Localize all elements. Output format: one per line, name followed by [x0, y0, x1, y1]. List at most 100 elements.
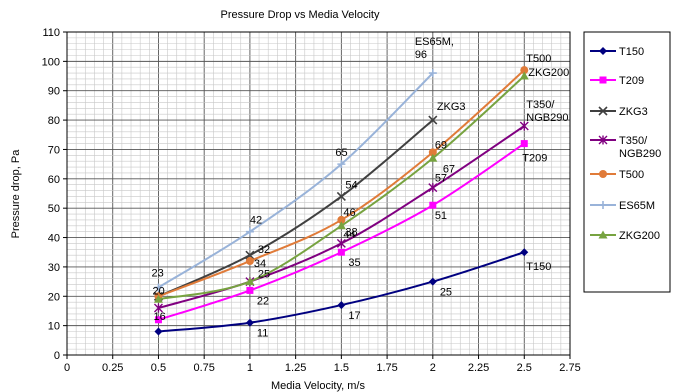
data-label: 11 — [257, 328, 268, 340]
data-label: ZKG3 — [437, 101, 466, 113]
data-point — [598, 230, 608, 239]
legend-label: ES65M — [619, 200, 655, 212]
data-point — [245, 318, 254, 327]
data-point — [520, 66, 529, 75]
data-label: 34 — [254, 258, 266, 270]
data-point — [598, 135, 608, 145]
series-lines — [153, 66, 529, 336]
data-point — [599, 170, 607, 178]
data-labels: 11 17 25 T150 22 35 51 T209 20 34 54 ZKG3 16 38 57 T350… — [151, 36, 569, 340]
data-label: 22 — [257, 295, 269, 307]
data-point — [336, 191, 346, 202]
chart-title: Pressure Drop vs Media Velocity — [221, 9, 380, 21]
data-label: 51 — [435, 210, 447, 222]
data-label: 69 — [435, 139, 447, 151]
data-point — [245, 250, 255, 260]
data-point — [153, 303, 163, 313]
data-label: 65 — [335, 147, 347, 159]
y-tick-label: 20 — [48, 291, 60, 303]
x-tick-label: 2 — [430, 362, 436, 374]
y-tick-label: 70 — [48, 144, 60, 156]
data-label: ES65M, 96 — [415, 36, 454, 61]
data-point — [337, 301, 346, 310]
data-point — [428, 148, 437, 157]
x-axis-title: Media Velocity, m/s — [271, 380, 365, 392]
y-tick-label: 50 — [48, 203, 60, 215]
plot-area-border — [66, 31, 571, 356]
data-point — [245, 277, 255, 286]
data-label: 44 — [343, 229, 355, 241]
data-point — [519, 71, 529, 80]
series-line-es65m — [157, 72, 434, 289]
data-label: 16 — [153, 311, 165, 323]
data-point — [337, 160, 346, 169]
data-point — [428, 277, 437, 286]
legend-label: ZKG200 — [619, 230, 660, 242]
data-label: 25 — [258, 269, 270, 281]
x-tick-label: 1.75 — [376, 362, 397, 374]
data-point — [245, 227, 254, 236]
data-point — [428, 153, 438, 162]
data-point — [429, 201, 437, 209]
data-label: 57 — [435, 173, 447, 185]
legend-label: T500 — [619, 169, 644, 181]
x-tick-label: 2.25 — [468, 362, 489, 374]
x-tick-label: 0.5 — [151, 362, 166, 374]
x-tick-label: 1 — [247, 362, 253, 374]
data-label: 20 — [152, 285, 164, 297]
data-point — [153, 294, 163, 303]
data-point — [428, 69, 437, 78]
legend: T150 T209 ZKG3 T350/NGB290 T500 ES65M ZKG200 — [583, 31, 671, 293]
data-point — [428, 183, 438, 193]
legend-label: T209 — [619, 75, 644, 87]
data-point — [598, 106, 608, 116]
y-tick-label: 100 — [42, 56, 60, 68]
data-label: 35 — [348, 257, 360, 269]
data-point — [599, 47, 607, 55]
y-tick-label: 80 — [48, 115, 60, 127]
data-point — [337, 248, 345, 256]
data-label: 23 — [151, 267, 163, 279]
data-point — [337, 215, 346, 224]
legend-label: T350/NGB290 — [619, 135, 661, 160]
y-tick-label: 30 — [48, 262, 60, 274]
x-tick-label: 0.75 — [193, 362, 214, 374]
data-label: 25 — [440, 287, 452, 299]
data-point — [599, 201, 607, 209]
x-tick-label: 2.5 — [517, 362, 532, 374]
axis-ticks: 0 0.25 0.5 0.75 1 1.25 1.5 1.75 2 2.25 2.5 2.75 0 10 2… — [42, 27, 581, 374]
legend-label: T150 — [619, 46, 644, 58]
data-point — [154, 283, 163, 292]
y-tick-label: 90 — [48, 86, 60, 98]
data-label: 46 — [343, 207, 355, 219]
x-tick-label: 2.75 — [559, 362, 580, 374]
y-tick-label: 0 — [54, 350, 60, 362]
data-label: 32 — [258, 244, 270, 256]
data-point — [519, 121, 529, 131]
x-tick-label: 1.5 — [334, 362, 349, 374]
legend-label: ZKG3 — [619, 106, 648, 118]
data-point — [245, 257, 254, 266]
data-label: T350/NGB290 — [526, 99, 568, 124]
series-line-zkg3 — [158, 119, 434, 298]
data-label: T500 — [526, 53, 551, 65]
data-point — [336, 238, 346, 248]
data-label: ZKG200 — [528, 67, 569, 79]
x-tick-label: 0 — [64, 362, 70, 374]
y-tick-label: 10 — [48, 321, 60, 333]
y-axis-title: Pressure drop, Pa — [10, 149, 22, 239]
data-point — [428, 115, 438, 125]
data-point — [154, 316, 162, 324]
data-point — [154, 327, 163, 336]
x-tick-label: 0.25 — [102, 362, 123, 374]
data-point — [336, 221, 346, 230]
data-point — [520, 140, 528, 148]
data-point — [246, 286, 254, 294]
x-tick-label: 1.25 — [285, 362, 306, 374]
legend-box — [583, 31, 671, 293]
y-tick-label: 110 — [42, 27, 60, 39]
data-label: T150 — [526, 261, 551, 273]
data-label: 38 — [345, 226, 357, 238]
